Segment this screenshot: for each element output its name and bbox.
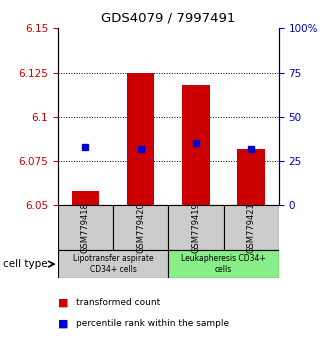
Bar	[168, 205, 224, 250]
Text: ■: ■	[58, 319, 68, 329]
Bar	[58, 250, 168, 278]
Text: Lipotransfer aspirate
CD34+ cells: Lipotransfer aspirate CD34+ cells	[73, 255, 153, 274]
Text: Leukapheresis CD34+
cells: Leukapheresis CD34+ cells	[181, 255, 266, 274]
Bar	[58, 205, 113, 250]
Bar	[182, 85, 210, 205]
Text: ■: ■	[58, 298, 68, 308]
Bar	[237, 149, 265, 205]
Bar	[113, 205, 168, 250]
Text: cell type: cell type	[3, 259, 48, 269]
Bar	[127, 73, 154, 205]
Text: transformed count: transformed count	[76, 298, 160, 307]
Text: GSM779419: GSM779419	[191, 202, 200, 253]
Title: GDS4079 / 7997491: GDS4079 / 7997491	[101, 11, 236, 24]
Text: GSM779421: GSM779421	[247, 202, 256, 253]
Bar	[72, 191, 99, 205]
Bar	[168, 250, 279, 278]
Text: percentile rank within the sample: percentile rank within the sample	[76, 319, 229, 329]
Text: GSM779420: GSM779420	[136, 202, 145, 253]
Bar	[223, 205, 279, 250]
Text: GSM779418: GSM779418	[81, 202, 90, 253]
